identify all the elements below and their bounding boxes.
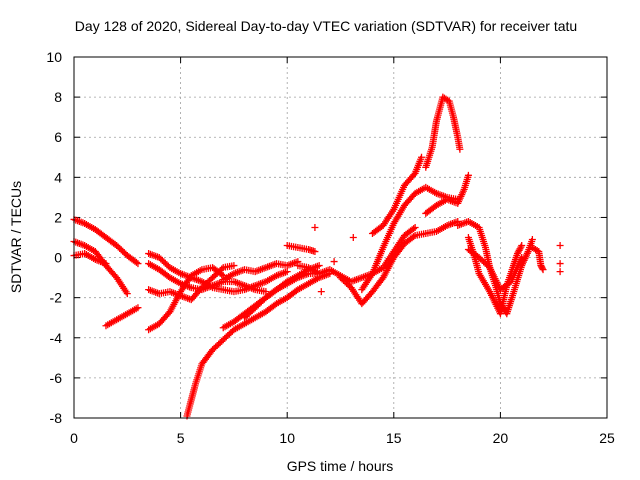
- data-point-marker: [311, 223, 319, 231]
- x-tick-labels: 0 5 10 15 20 25: [70, 430, 615, 446]
- series-arc-r: [422, 93, 464, 171]
- data-point-marker: [539, 266, 547, 274]
- data-point-marker: [538, 264, 546, 272]
- series-arc-h: [145, 262, 238, 304]
- data-point-marker: [132, 258, 140, 266]
- y-axis-label: SDTVAR / TECUs: [8, 181, 24, 293]
- data-point-marker: [315, 262, 323, 270]
- x-tick-label: 5: [177, 430, 185, 446]
- series-arc-a: [70, 215, 142, 268]
- data-point-marker: [528, 236, 536, 244]
- data-point-marker: [349, 234, 357, 241]
- data-point-marker: [262, 288, 270, 296]
- y-tick-label: 2: [54, 209, 62, 225]
- series-arc-q: [368, 153, 426, 237]
- data-point-marker: [418, 153, 426, 161]
- x-tick-label: 0: [70, 430, 78, 446]
- data-point-marker: [330, 258, 338, 266]
- data-point-marker: [283, 268, 291, 276]
- data-point-marker: [456, 145, 464, 153]
- series-arc-l: [219, 258, 302, 284]
- x-tick-label: 10: [279, 430, 295, 446]
- series-arc-v: [464, 246, 526, 294]
- data-point-marker: [218, 265, 226, 273]
- data-point-marker: [102, 260, 110, 268]
- data-point-marker: [556, 260, 564, 268]
- data-point-marker: [518, 242, 526, 250]
- y-tick-label: 4: [54, 169, 62, 185]
- series-arc-b: [70, 238, 131, 298]
- data-point-marker: [410, 233, 418, 241]
- data-points: [70, 93, 564, 420]
- data-point-marker: [517, 243, 525, 251]
- data-point-marker: [411, 223, 419, 231]
- data-point-marker: [464, 171, 472, 179]
- data-point-marker: [311, 248, 319, 256]
- data-point-marker: [410, 171, 418, 179]
- x-tick-label: 15: [386, 430, 402, 446]
- x-axis-label: GPS time / hours: [287, 458, 394, 474]
- series-arc-o: [337, 217, 462, 308]
- y-tick-label: 8: [54, 89, 62, 105]
- data-point-marker: [317, 288, 325, 296]
- axis-ticks: [73, 56, 608, 419]
- series-arc-w: [528, 244, 547, 274]
- data-point-marker: [410, 225, 418, 233]
- data-point-marker: [230, 262, 238, 270]
- data-point-marker: [123, 290, 131, 298]
- series-arc-i: [183, 270, 334, 420]
- y-tick-label: 0: [54, 250, 62, 266]
- y-tick-labels: -8 -6 -4 -2 0 2 4 6 8 10: [46, 49, 62, 426]
- series-arc-m: [283, 242, 319, 256]
- y-tick-label: 6: [54, 129, 62, 145]
- data-point-marker: [556, 268, 564, 276]
- series-arc-s: [422, 171, 472, 217]
- series-isolated: [311, 223, 564, 296]
- series-arc-f: [145, 260, 270, 296]
- y-tick-label: -6: [50, 370, 63, 386]
- grid-lines: [74, 57, 607, 418]
- series-arc-c: [70, 250, 110, 268]
- x-tick-label: 20: [493, 430, 509, 446]
- x-tick-label: 25: [599, 430, 615, 446]
- y-tick-label: -2: [50, 290, 63, 306]
- y-tick-label: -8: [50, 410, 63, 426]
- series-arc-t: [454, 217, 536, 318]
- y-tick-label: 10: [46, 49, 62, 65]
- chart-title: Day 128 of 2020, Sidereal Day-to-day VTE…: [75, 18, 577, 34]
- data-point-marker: [556, 242, 564, 250]
- data-point-marker: [518, 254, 526, 262]
- plot-frame: [73, 56, 608, 419]
- series-arc-d: [102, 304, 142, 330]
- data-point-marker: [134, 260, 142, 268]
- y-tick-label: -4: [50, 330, 63, 346]
- data-point-marker: [134, 304, 142, 312]
